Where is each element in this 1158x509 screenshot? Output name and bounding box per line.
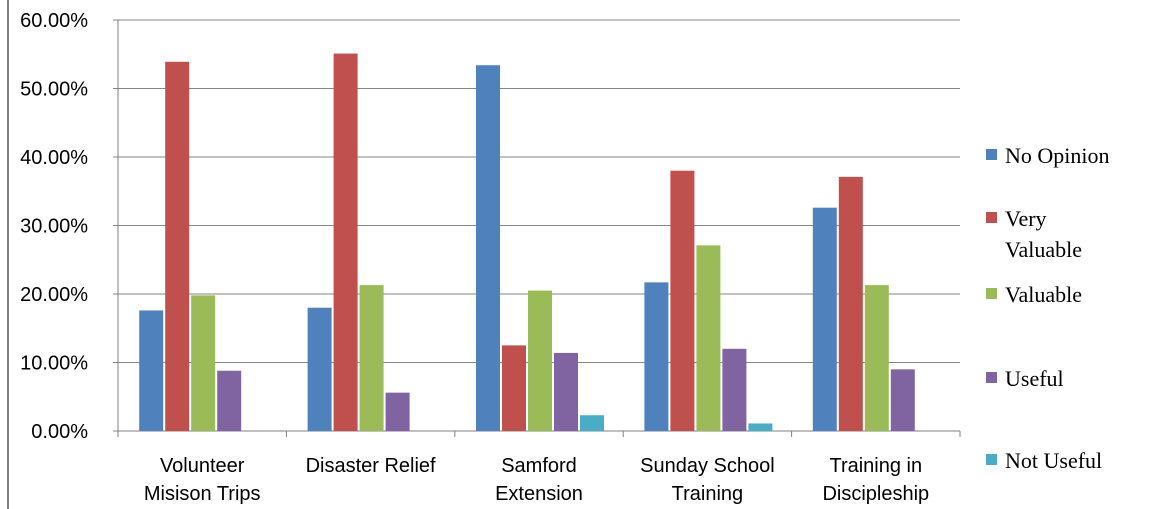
legend-swatch bbox=[986, 149, 997, 160]
x-category-label: Sunday School bbox=[640, 455, 775, 477]
x-category-label: Samford bbox=[501, 455, 577, 477]
bar-no-opinion bbox=[644, 282, 669, 431]
legend-label: Valuable bbox=[1005, 282, 1082, 307]
bar-very-valuable bbox=[838, 176, 863, 431]
bar-very-valuable bbox=[165, 61, 190, 431]
x-category-label: Training in bbox=[829, 455, 922, 477]
y-tick-label: 10.00% bbox=[20, 353, 88, 375]
bar-no-opinion bbox=[476, 65, 500, 432]
legend-swatch bbox=[986, 372, 997, 383]
y-tick-label: 50.00% bbox=[20, 79, 88, 101]
bar-very-valuable bbox=[333, 53, 358, 431]
bar-not-useful bbox=[748, 423, 773, 431]
bar-very-valuable bbox=[502, 345, 526, 431]
bar-useful bbox=[217, 370, 242, 431]
bar-valuable bbox=[191, 295, 216, 431]
legend-label: Valuable bbox=[1005, 237, 1082, 262]
y-tick-label: 40.00% bbox=[20, 147, 88, 169]
y-tick-label: 30.00% bbox=[20, 216, 88, 238]
bar-valuable bbox=[696, 245, 721, 431]
y-tick-label: 60.00% bbox=[20, 10, 88, 32]
x-category-label: Training bbox=[672, 483, 744, 505]
legend-label: Not Useful bbox=[1005, 448, 1102, 473]
x-category-label: Extension bbox=[495, 483, 583, 505]
bar-no-opinion bbox=[812, 207, 837, 431]
bar-useful bbox=[890, 369, 915, 431]
bar-useful bbox=[385, 392, 410, 431]
bar-not-useful bbox=[580, 415, 604, 431]
x-category-label: Discipleship bbox=[822, 483, 929, 505]
legend-label: No Opinion bbox=[1005, 143, 1110, 168]
x-category-label: Disaster Relief bbox=[306, 455, 436, 477]
bar-useful bbox=[722, 348, 747, 431]
legend-swatch bbox=[986, 288, 997, 299]
x-category-label: Volunteer bbox=[160, 455, 245, 477]
legend-label: Useful bbox=[1005, 366, 1064, 391]
legend-label: Very bbox=[1005, 206, 1047, 231]
bar-valuable bbox=[528, 290, 552, 431]
bar-no-opinion bbox=[307, 307, 332, 431]
legend-swatch bbox=[986, 212, 997, 223]
bar-useful bbox=[554, 352, 578, 431]
bar-valuable bbox=[864, 285, 889, 431]
y-tick-label: 20.00% bbox=[20, 284, 88, 306]
x-category-label: Misison Trips bbox=[144, 483, 261, 505]
legend-swatch bbox=[986, 454, 997, 465]
bar-no-opinion bbox=[139, 310, 164, 431]
y-tick-label: 0.00% bbox=[31, 421, 88, 443]
bar-very-valuable bbox=[670, 170, 695, 431]
bar-valuable bbox=[359, 285, 384, 431]
